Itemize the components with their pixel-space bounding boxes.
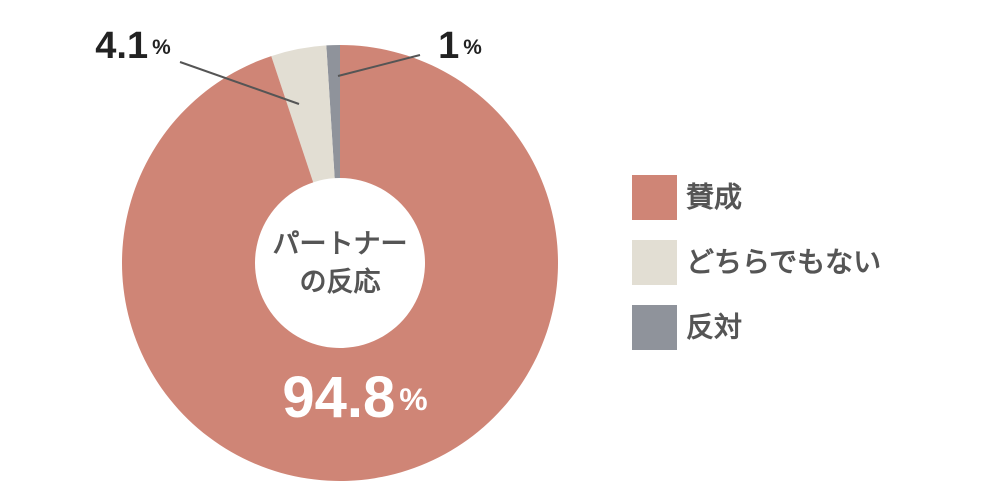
leader-line <box>337 54 421 77</box>
value-label: 1% <box>438 25 482 67</box>
legend-swatch <box>632 175 677 220</box>
pie-slice <box>271 45 335 183</box>
legend-label: 反対 <box>686 311 742 342</box>
pie-slice <box>326 45 340 179</box>
legend-label: どちらでもない <box>686 246 881 277</box>
pie-slice <box>121 45 558 481</box>
value-label: 94.8% <box>282 365 427 430</box>
center-label: パートナー <box>273 229 408 259</box>
center-label: の反応 <box>300 266 381 297</box>
legend-label: 賛成 <box>686 181 742 212</box>
value-label: 4.1% <box>95 25 171 67</box>
leader-line <box>179 61 300 105</box>
legend-swatch <box>632 240 677 285</box>
legend-swatch <box>632 305 677 350</box>
